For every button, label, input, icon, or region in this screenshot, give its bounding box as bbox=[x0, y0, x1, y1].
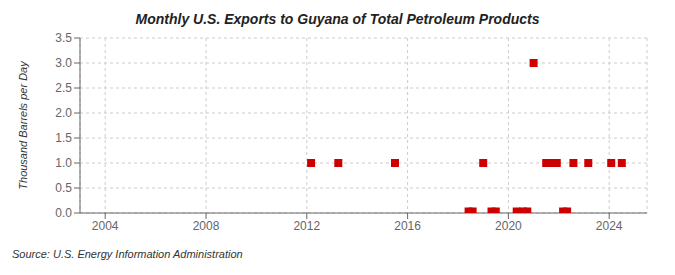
svg-text:2004: 2004 bbox=[92, 219, 119, 233]
svg-text:0.5: 0.5 bbox=[55, 181, 72, 195]
svg-text:2008: 2008 bbox=[193, 219, 220, 233]
html-text:Source: U.S. Energy Informatio: Source: U.S. Energy Information Administ… bbox=[12, 248, 243, 260]
svg-text:1.5: 1.5 bbox=[55, 131, 72, 145]
html-text:Monthly U.S. Exports to Guyana: Monthly U.S. Exports to Guyana of Total … bbox=[135, 11, 540, 27]
svg-text:2.0: 2.0 bbox=[55, 106, 72, 120]
svg-text:2.5: 2.5 bbox=[55, 81, 72, 95]
svg-text:3.5: 3.5 bbox=[55, 31, 72, 45]
svg-text:2024: 2024 bbox=[596, 219, 623, 233]
svg-text:1.0: 1.0 bbox=[55, 156, 72, 170]
svg-text:0.0: 0.0 bbox=[55, 206, 72, 220]
svg-text:3.0: 3.0 bbox=[55, 56, 72, 70]
svg-text:2020: 2020 bbox=[495, 219, 522, 233]
svg-text:2012: 2012 bbox=[293, 219, 320, 233]
svg-text:Thousand Barrels per Day: Thousand Barrels per Day bbox=[17, 60, 29, 190]
svg-text:2016: 2016 bbox=[394, 219, 421, 233]
